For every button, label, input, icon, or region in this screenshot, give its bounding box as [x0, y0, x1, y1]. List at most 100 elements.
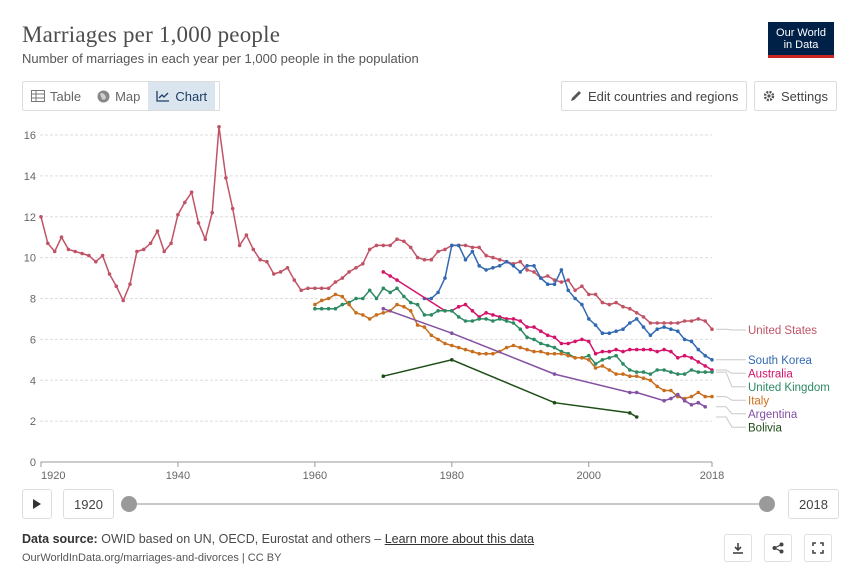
- data-point[interactable]: [518, 319, 523, 323]
- data-point[interactable]: [484, 253, 488, 258]
- data-point[interactable]: [319, 306, 324, 311]
- data-point[interactable]: [696, 317, 701, 321]
- data-point[interactable]: [484, 268, 488, 272]
- data-point[interactable]: [655, 384, 659, 389]
- data-point[interactable]: [669, 349, 673, 354]
- data-point[interactable]: [450, 358, 454, 362]
- data-point[interactable]: [573, 296, 577, 301]
- data-point[interactable]: [641, 376, 646, 381]
- data-point[interactable]: [381, 311, 386, 315]
- data-point[interactable]: [628, 306, 632, 311]
- data-point[interactable]: [135, 249, 139, 254]
- data-point[interactable]: [354, 296, 358, 301]
- data-point[interactable]: [634, 374, 639, 379]
- data-point[interactable]: [491, 351, 495, 356]
- data-point[interactable]: [429, 313, 434, 317]
- data-point[interactable]: [299, 288, 304, 293]
- timeline-end-handle[interactable]: [759, 496, 775, 512]
- tab-table[interactable]: Table: [23, 82, 89, 110]
- timeline-track[interactable]: [129, 503, 767, 505]
- data-point[interactable]: [669, 327, 673, 332]
- data-point[interactable]: [689, 368, 694, 372]
- start-year-box[interactable]: 1920: [63, 489, 114, 519]
- data-point[interactable]: [436, 249, 440, 254]
- legend-label-italy[interactable]: Italy: [748, 395, 769, 407]
- data-point[interactable]: [251, 247, 256, 252]
- data-point[interactable]: [566, 341, 570, 346]
- data-point[interactable]: [518, 327, 523, 332]
- data-point[interactable]: [573, 288, 577, 293]
- data-point[interactable]: [545, 343, 550, 348]
- data-point[interactable]: [511, 321, 516, 325]
- data-point[interactable]: [710, 370, 714, 374]
- data-point[interactable]: [388, 243, 393, 248]
- data-point[interactable]: [669, 370, 673, 374]
- data-point[interactable]: [682, 337, 687, 342]
- data-point[interactable]: [497, 264, 502, 268]
- end-year-box[interactable]: 2018: [788, 489, 839, 519]
- download-button[interactable]: [724, 534, 752, 562]
- data-point[interactable]: [436, 337, 440, 342]
- data-point[interactable]: [354, 311, 358, 315]
- data-point[interactable]: [422, 257, 427, 262]
- data-point[interactable]: [518, 345, 523, 350]
- data-point[interactable]: [628, 411, 632, 415]
- data-point[interactable]: [676, 321, 680, 325]
- series-argentina[interactable]: [381, 306, 708, 409]
- data-point[interactable]: [682, 372, 687, 376]
- data-point[interactable]: [94, 259, 98, 264]
- tab-chart[interactable]: Chart: [148, 82, 216, 110]
- data-point[interactable]: [669, 388, 673, 393]
- data-point[interactable]: [628, 347, 632, 352]
- data-point[interactable]: [545, 333, 550, 338]
- data-point[interactable]: [696, 360, 701, 364]
- data-point[interactable]: [648, 321, 653, 325]
- data-point[interactable]: [313, 302, 317, 307]
- data-point[interactable]: [148, 241, 153, 246]
- data-point[interactable]: [634, 415, 639, 419]
- data-point[interactable]: [648, 347, 653, 352]
- data-point[interactable]: [539, 276, 543, 280]
- series-line[interactable]: [314, 287, 712, 375]
- data-point[interactable]: [655, 368, 659, 372]
- data-point[interactable]: [614, 353, 618, 358]
- data-point[interactable]: [703, 319, 707, 323]
- data-point[interactable]: [676, 392, 680, 397]
- data-point[interactable]: [395, 286, 399, 291]
- data-point[interactable]: [545, 282, 550, 287]
- data-point[interactable]: [689, 356, 694, 360]
- data-point[interactable]: [621, 362, 625, 366]
- data-point[interactable]: [497, 257, 502, 262]
- data-point[interactable]: [141, 247, 146, 252]
- data-point[interactable]: [600, 331, 605, 336]
- data-point[interactable]: [580, 284, 584, 289]
- data-point[interactable]: [532, 325, 536, 329]
- fullscreen-button[interactable]: [804, 534, 832, 562]
- data-point[interactable]: [326, 306, 331, 311]
- data-point[interactable]: [121, 298, 125, 303]
- data-point[interactable]: [340, 302, 345, 307]
- data-point[interactable]: [183, 200, 187, 205]
- data-point[interactable]: [381, 306, 386, 311]
- data-point[interactable]: [381, 286, 386, 291]
- data-point[interactable]: [463, 243, 468, 248]
- data-point[interactable]: [689, 339, 694, 344]
- data-point[interactable]: [367, 288, 372, 293]
- data-point[interactable]: [415, 255, 420, 260]
- data-point[interactable]: [388, 290, 393, 295]
- legend-label-australia[interactable]: Australia: [748, 368, 793, 380]
- data-point[interactable]: [463, 302, 468, 307]
- data-point[interactable]: [388, 274, 393, 278]
- data-point[interactable]: [333, 306, 338, 311]
- data-point[interactable]: [614, 329, 618, 334]
- data-point[interactable]: [662, 398, 666, 403]
- data-point[interactable]: [230, 206, 235, 211]
- data-point[interactable]: [662, 325, 666, 329]
- data-point[interactable]: [491, 255, 495, 260]
- data-point[interactable]: [367, 247, 372, 252]
- data-point[interactable]: [100, 253, 105, 258]
- data-point[interactable]: [484, 317, 488, 321]
- data-point[interactable]: [682, 398, 687, 403]
- data-point[interactable]: [593, 292, 598, 297]
- data-point[interactable]: [244, 233, 249, 237]
